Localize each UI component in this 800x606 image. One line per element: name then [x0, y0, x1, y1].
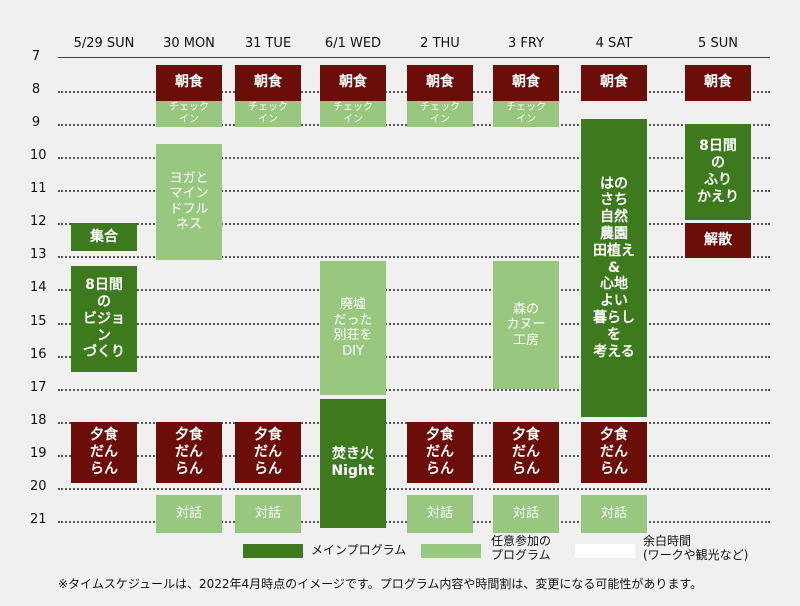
schedule-event-meal: 朝食	[156, 64, 222, 101]
day-header: 31 TUE	[244, 36, 292, 51]
hour-label: 17	[30, 379, 47, 395]
hour-label: 13	[30, 247, 47, 263]
hour-label: 8	[31, 82, 41, 98]
hour-gridline	[58, 256, 770, 259]
header-rule	[58, 57, 770, 58]
hour-gridline	[58, 487, 770, 490]
hour-label: 21	[30, 511, 47, 527]
hour-label: 9	[31, 115, 41, 131]
hour-gridline	[58, 289, 770, 292]
schedule-event-main: 集合	[71, 223, 137, 252]
day-header: 6/1 WED	[324, 36, 382, 51]
schedule-event-meal: 夕食 だん らん	[581, 421, 647, 483]
hour-label: 19	[30, 445, 47, 461]
schedule-event-optional: チェック イン	[407, 100, 473, 128]
hour-label: 11	[30, 181, 47, 197]
schedule-event-meal: 夕食 だん らん	[235, 421, 301, 483]
day-header: 30 MON	[163, 36, 215, 51]
schedule-event-optional: 対話	[581, 494, 647, 533]
hour-label: 10	[30, 148, 47, 164]
schedule-event-optional: チェック イン	[493, 100, 559, 128]
schedule-event-meal: 夕食 だん らん	[493, 421, 559, 483]
schedule-event-meal: 夕食 だん らん	[407, 421, 473, 483]
schedule-event-optional: チェック イン	[156, 100, 222, 128]
schedule-event-main: 8日間 の ふり かえり	[685, 124, 751, 221]
day-header: 4 SAT	[595, 36, 633, 51]
schedule-event-meal: 夕食 だん らん	[156, 421, 222, 483]
legend-label-optional: 任意参加の プログラム	[491, 534, 552, 562]
schedule-event-meal: 朝食	[493, 64, 559, 101]
hour-label: 15	[30, 313, 47, 329]
legend-swatch-main	[243, 544, 303, 558]
schedule-event-optional: 対話	[407, 494, 473, 533]
schedule-event-meal: 朝食	[235, 64, 301, 101]
schedule-event-meal: 朝食	[685, 64, 751, 101]
day-header: 3 FRY	[507, 36, 545, 51]
day-header: 5/29 SUN	[73, 36, 135, 51]
schedule-event-main: 8日間 の ビジョ ン づくり	[71, 266, 137, 373]
schedule-event-optional: 対話	[493, 494, 559, 533]
schedule-event-optional: 森の カヌー 工房	[493, 261, 559, 389]
legend-swatch-free	[575, 544, 635, 558]
hour-gridline	[58, 223, 770, 226]
schedule-event-optional: ヨガと マイン ドフル ネス	[156, 143, 222, 260]
schedule-event-optional: チェック イン	[235, 100, 301, 128]
hour-label: 18	[30, 412, 47, 428]
day-header: 5 SUN	[698, 36, 738, 51]
hour-gridline	[58, 388, 770, 391]
schedule-event-meal: 朝食	[407, 64, 473, 101]
hour-gridline	[58, 322, 770, 325]
schedule-event-meal: 解散	[685, 223, 751, 259]
schedule-event-optional: 対話	[156, 494, 222, 533]
schedule-event-main: 焚き火 Night	[320, 398, 386, 528]
schedule-event-meal: 夕食 だん らん	[71, 421, 137, 483]
schedule-event-meal: 朝食	[320, 64, 386, 101]
schedule-event-meal: 朝食	[581, 64, 647, 101]
schedule-event-optional: チェック イン	[320, 100, 386, 128]
hour-label: 14	[30, 280, 47, 296]
legend-label-main: メインプログラム	[311, 543, 407, 557]
hour-label: 7	[31, 49, 41, 64]
hour-label: 12	[30, 214, 47, 230]
footnote: ※タイムスケジュールは、2022年4月時点のイメージです。プログラム内容や時間割…	[58, 577, 703, 591]
legend-swatch-optional	[421, 544, 481, 558]
legend-label-free: 余白時間 (ワークや観光など)	[643, 534, 749, 562]
hour-gridline	[58, 157, 770, 160]
schedule-event-optional: 廃墟 だった 別荘を DIY	[320, 261, 386, 396]
schedule-event-main: はの さち 自然 農園 田植え & 心地 よい 暮らし を 考える	[581, 119, 647, 417]
schedule-event-optional: 対話	[235, 494, 301, 533]
hour-label: 20	[30, 478, 47, 494]
day-header: 2 THU	[420, 36, 460, 51]
hour-gridline	[58, 190, 770, 193]
hour-label: 16	[30, 346, 47, 362]
hour-gridline	[58, 355, 770, 358]
